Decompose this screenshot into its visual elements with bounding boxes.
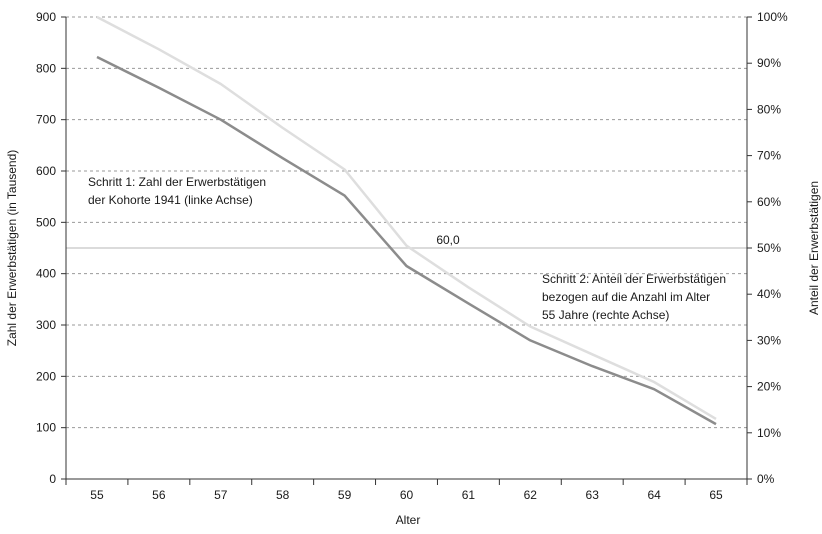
- y-right-tick-label: 10%: [757, 426, 781, 440]
- x-tick-label: 63: [586, 488, 600, 502]
- annotation-step2-line3: 55 Jahre (rechte Achse): [542, 308, 669, 322]
- y-left-tick-label: 600: [36, 164, 56, 178]
- annotation-step1-line2: der Kohorte 1941 (linke Achse): [88, 193, 253, 207]
- annotation-step2-line1: Schritt 2: Anteil der Erwerbstätigen: [542, 272, 726, 286]
- y-right-tick-label: 60%: [757, 195, 781, 209]
- y-left-tick-label: 700: [36, 113, 56, 127]
- y-left-tick-label: 800: [36, 61, 56, 75]
- y-right-axis-title: Anteil der Erwerbstätigen: [807, 181, 821, 315]
- y-right-tick-label: 50%: [757, 241, 781, 255]
- y-left-tick-label: 400: [36, 267, 56, 281]
- y-left-tick-label: 200: [36, 369, 56, 383]
- x-tick-label: 57: [214, 488, 228, 502]
- x-tick-label: 55: [90, 488, 104, 502]
- x-tick-label: 60: [400, 488, 414, 502]
- y-right-tick-label: 30%: [757, 333, 781, 347]
- series-group: [97, 17, 716, 424]
- annotation-step2-line2: bezogen auf die Anzahl im Alter: [542, 290, 710, 304]
- y-right-tick-label: 70%: [757, 149, 781, 163]
- annotation-step1-line1: Schritt 1: Zahl der Erwerbstätigen: [88, 175, 266, 189]
- y-left-tick-label: 0: [49, 472, 56, 486]
- axes: [61, 17, 752, 485]
- y-left-tick-label: 500: [36, 215, 56, 229]
- x-tick-label: 62: [524, 488, 538, 502]
- y-left-axis-title: Zahl der Erwerbstätigen (in Tausend): [5, 150, 19, 347]
- x-tick-label: 59: [338, 488, 352, 502]
- y-right-tick-label: 0%: [757, 472, 775, 486]
- x-tick-label: 64: [647, 488, 661, 502]
- x-tick-label: 61: [462, 488, 476, 502]
- y-right-tick-label: 90%: [757, 56, 781, 70]
- y-right-tick-label: 100%: [757, 10, 788, 24]
- y-right-tick-label: 20%: [757, 380, 781, 394]
- ref-line-label: 60,0: [436, 233, 460, 247]
- x-tick-label: 56: [152, 488, 166, 502]
- y-left-tick-label: 100: [36, 421, 56, 435]
- series-line-2: [97, 17, 716, 419]
- x-tick-label: 65: [709, 488, 723, 502]
- x-axis-title: Alter: [396, 513, 421, 527]
- x-tick-label: 58: [276, 488, 290, 502]
- y-left-tick-label: 900: [36, 10, 56, 24]
- y-left-tick-label: 300: [36, 318, 56, 332]
- y-right-tick-label: 40%: [757, 287, 781, 301]
- y-right-tick-label: 80%: [757, 102, 781, 116]
- grid: [66, 17, 747, 428]
